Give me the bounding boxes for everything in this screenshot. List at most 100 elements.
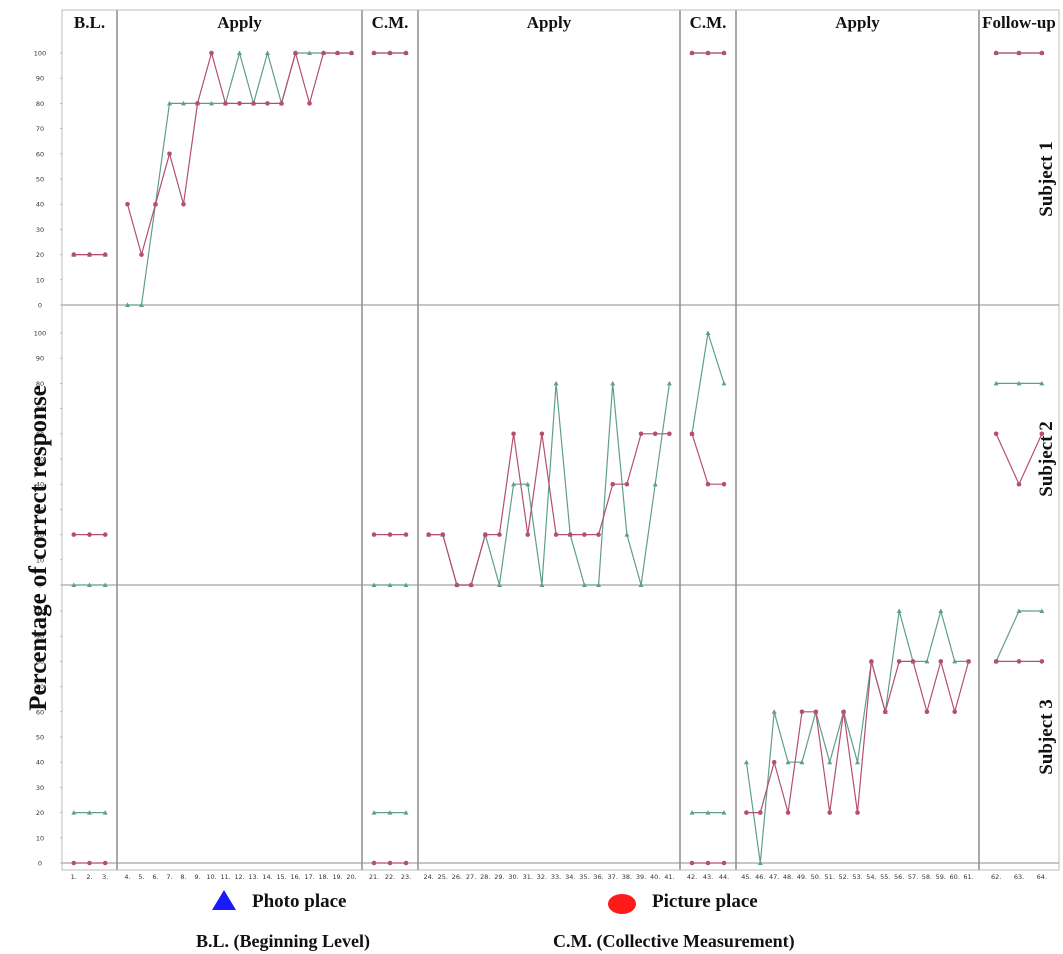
x-tick-label: 39. [636, 873, 646, 881]
y-tick-label: 50 [36, 734, 44, 742]
photo-place-marker [212, 890, 236, 910]
x-tick-label: 36. [593, 873, 603, 881]
panel: 0 10 20 30 40 50 60 70 80 90 100 Subject 1 [34, 50, 1059, 310]
picture-data-point [103, 532, 108, 537]
x-tick-label: 59. [936, 873, 946, 881]
picture-data-point [125, 202, 130, 207]
picture-data-point [153, 202, 158, 207]
picture-data-point [1040, 432, 1045, 437]
picture-data-point [71, 252, 76, 257]
x-tick-label: 9. [194, 873, 200, 881]
x-tick-label: 57. [908, 873, 918, 881]
picture-data-point [994, 432, 999, 437]
picture-data-point [335, 51, 340, 56]
x-tick-label: 30. [508, 873, 518, 881]
picture-data-point [404, 532, 409, 537]
x-tick-label: 10. [206, 873, 216, 881]
x-tick-label: 64. [1037, 873, 1047, 881]
x-tick-label: 63. [1014, 873, 1024, 881]
picture-series-line [128, 53, 352, 255]
picture-data-point [653, 432, 658, 437]
subject-label: Subject 2 [1036, 421, 1057, 496]
picture-data-point [667, 432, 672, 437]
picture-data-point [690, 861, 695, 866]
photo-data-point [772, 709, 777, 714]
x-tick-label: 20. [346, 873, 356, 881]
y-tick-label: 20 [36, 809, 44, 817]
picture-data-point [994, 659, 999, 664]
photo-data-point [554, 381, 559, 386]
phase-title: Follow-up [982, 13, 1056, 32]
photo-data-point [855, 760, 860, 765]
x-tick-label: 13. [248, 873, 258, 881]
picture-data-point [722, 51, 727, 56]
x-tick-label: 29. [494, 873, 504, 881]
y-tick-label: 40 [36, 759, 44, 767]
x-tick-label: 14. [262, 873, 272, 881]
panel: 0102030405060708090100Subject 3 [34, 608, 1059, 868]
x-tick-label: 4. [124, 873, 130, 881]
y-tick-label: 100 [34, 50, 46, 58]
phase-title: Apply [527, 13, 572, 32]
picture-data-point [209, 51, 214, 56]
photo-series-line [128, 53, 352, 305]
x-tick-label: 5. [138, 873, 144, 881]
chart-frame [62, 10, 1059, 870]
picture-data-point [690, 51, 695, 56]
picture-series-line [746, 661, 968, 812]
picture-data-point [554, 532, 559, 537]
x-tick-label: 7. [166, 873, 172, 881]
picture-data-point [321, 51, 326, 56]
picture-data-point [869, 659, 874, 664]
x-tick-label: 43. [703, 873, 713, 881]
phase-title: Apply [835, 13, 880, 32]
picture-data-point [1017, 51, 1022, 56]
photo-data-point [610, 381, 615, 386]
x-tick-label: 41. [664, 873, 674, 881]
x-tick-label: 28. [480, 873, 490, 881]
x-tick-label: 60. [950, 873, 960, 881]
picture-data-point [582, 532, 587, 537]
x-tick-label: 45. [741, 873, 751, 881]
picture-data-point [388, 532, 393, 537]
picture-data-point [372, 861, 377, 866]
y-tick-label: 30 [36, 784, 44, 792]
photo-data-point [897, 609, 902, 614]
picture-data-point [483, 532, 488, 537]
picture-data-point [911, 659, 916, 664]
phase-title: C.M. [372, 13, 409, 32]
picture-data-point [800, 710, 805, 715]
photo-data-point [624, 532, 629, 537]
picture-data-point [706, 861, 711, 866]
x-tick-label: 46. [755, 873, 765, 881]
x-tick-label: 35. [579, 873, 589, 881]
picture-data-point [372, 532, 377, 537]
x-tick-labels: 1. 2. 3. 4. 5. 6. 7. 8. 9. 10. 11. 12. 13. 14. 15. 16. 1… [71, 873, 1047, 881]
picture-data-point [758, 810, 763, 815]
y-tick-label: 0 [38, 302, 42, 310]
x-tick-label: 21. [369, 873, 379, 881]
picture-data-point [511, 432, 516, 437]
photo-data-point [265, 51, 270, 56]
x-tick-label: 48. [783, 873, 793, 881]
picture-data-point [87, 252, 92, 257]
y-tick-label: 90 [36, 75, 44, 83]
bl-abbreviation-note: B.L. (Beginning Level) [196, 931, 370, 952]
x-tick-label: 33. [551, 873, 561, 881]
x-tick-label: 52. [838, 873, 848, 881]
x-tick-label: 38. [622, 873, 632, 881]
subject-label: Subject 1 [1036, 141, 1057, 216]
picture-data-point [966, 659, 971, 664]
photo-data-point [938, 609, 943, 614]
picture-data-point [772, 760, 777, 765]
x-tick-label: 51. [825, 873, 835, 881]
photo-data-point [722, 381, 727, 386]
picture-data-point [426, 532, 431, 537]
picture-data-point [195, 101, 200, 106]
x-tick-label: 11. [220, 873, 230, 881]
x-tick-label: 56. [894, 873, 904, 881]
picture-place-label: Picture place [652, 891, 758, 912]
picture-data-point [525, 532, 530, 537]
picture-data-point [722, 482, 727, 487]
